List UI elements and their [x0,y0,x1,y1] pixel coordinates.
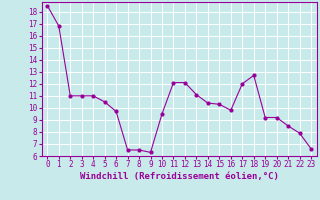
X-axis label: Windchill (Refroidissement éolien,°C): Windchill (Refroidissement éolien,°C) [80,172,279,181]
